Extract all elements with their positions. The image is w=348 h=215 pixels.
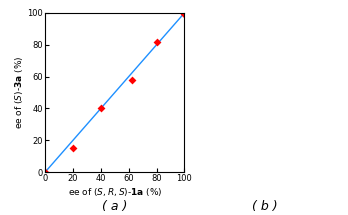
Point (98, 107, 104, 110)
Point (182, 13, 187, 16)
Text: ( a ): ( a ) (102, 200, 127, 213)
X-axis label: ee of $(S,R,S)$-$\mathbf{1a}$ (%): ee of $(S,R,S)$-$\mathbf{1a}$ (%) (68, 186, 162, 198)
Point (154, 40, 159, 43)
Point (129, 78, 134, 81)
Point (70, 146, 76, 150)
Y-axis label: ee of $(S)$-$\mathbf{3a}$ (%): ee of $(S)$-$\mathbf{3a}$ (%) (13, 56, 25, 129)
Point (42, 170, 48, 174)
Text: ( b ): ( b ) (252, 200, 277, 213)
